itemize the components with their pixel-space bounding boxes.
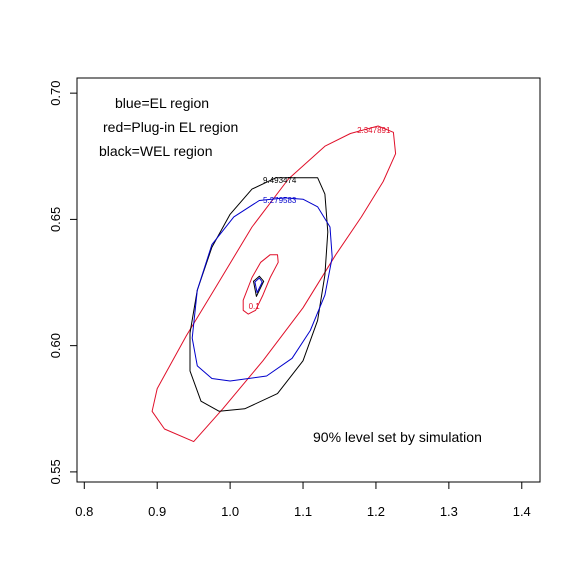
contour-line: [151, 125, 397, 443]
y-tick-label: 0.60: [48, 333, 63, 358]
contour-level-label: 2.347891: [357, 126, 391, 135]
plot-frame: [76, 77, 541, 483]
contour-line: [254, 277, 263, 294]
y-tick-label: 0.70: [48, 80, 63, 105]
series-layer: [151, 125, 397, 443]
contour-line: [189, 177, 329, 412]
level-set-note: 90% level set by simulation: [313, 429, 482, 445]
contour-labels: 2.347891 0.1 9.493474 5.279583: [249, 126, 391, 311]
legend-note-wel: black=WEL region: [99, 143, 212, 159]
x-tick-label: 1.3: [440, 504, 458, 519]
contour-level-label: 5.279583: [263, 196, 297, 205]
x-axis: 0.8 0.9 1.0 1.1 1.2 1.3 1.4: [75, 482, 531, 519]
contour-line: [242, 254, 279, 315]
contour-line: [253, 275, 265, 297]
contour-level-label: 9.493474: [263, 176, 297, 185]
contour-line: [191, 197, 333, 382]
y-tick-label: 0.55: [48, 459, 63, 484]
legend-note-el: blue=EL region: [115, 95, 209, 111]
x-tick-label: 1.4: [513, 504, 531, 519]
y-axis: 0.55 0.60 0.65 0.70: [48, 80, 77, 485]
x-tick-label: 0.9: [148, 504, 166, 519]
x-tick-label: 1.2: [367, 504, 385, 519]
x-tick-label: 1.1: [294, 504, 312, 519]
y-tick-label: 0.65: [48, 207, 63, 232]
x-tick-label: 1.0: [221, 504, 239, 519]
x-tick-label: 0.8: [75, 504, 93, 519]
contour-level-label: 0.1: [249, 302, 261, 311]
legend-note-plugin-el: red=Plug-in EL region: [103, 119, 238, 135]
